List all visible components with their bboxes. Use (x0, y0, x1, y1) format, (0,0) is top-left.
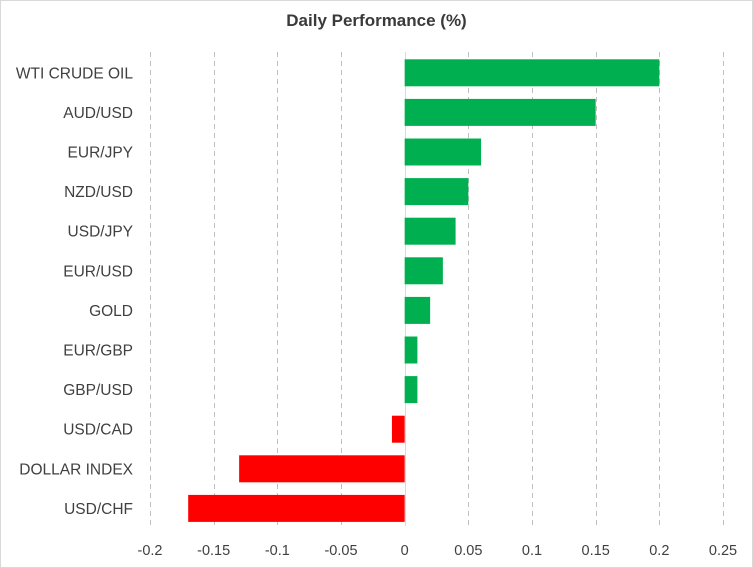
x-tick-label: -0.15 (197, 543, 230, 559)
x-tick-label: 0.05 (454, 543, 482, 559)
x-tick-label: 0.15 (582, 543, 610, 559)
bar (188, 494, 405, 522)
bar (404, 138, 482, 166)
x-tick-labels: -0.2 -0.15 -0.1 -0.05 0 0.05 0.1 0.15 0.2 0.25 (138, 543, 738, 559)
bar (404, 217, 456, 245)
chart-title: Daily Performance (%) (286, 11, 467, 30)
category-label: USD/CAD (63, 422, 133, 439)
category-label: DOLLAR INDEX (19, 461, 133, 478)
category-label: USD/CHF (64, 501, 133, 518)
bar (404, 336, 418, 364)
bar (404, 376, 418, 404)
category-label: GBP/USD (63, 382, 133, 399)
category-label: USD/JPY (68, 224, 133, 241)
category-label: NZD/USD (64, 184, 133, 201)
bar (404, 296, 431, 324)
x-tick-label: 0.2 (649, 543, 669, 559)
category-label: EUR/GBP (63, 343, 133, 360)
x-tick-label: -0.2 (138, 543, 163, 559)
x-tick-label: 0 (401, 543, 409, 559)
category-label: EUR/JPY (68, 145, 133, 162)
bar (404, 59, 660, 87)
category-label: WTI CRUDE OIL (16, 65, 133, 82)
category-labels: WTI CRUDE OIL AUD/USD EUR/JPY NZD/USD USD/JP… (16, 65, 134, 518)
bars (188, 59, 660, 522)
x-tick-label: -0.05 (324, 543, 357, 559)
bar (404, 257, 443, 285)
gridlines (150, 52, 724, 526)
bar (239, 455, 405, 483)
x-tick-label: -0.1 (265, 543, 290, 559)
x-tick-label: 0.25 (709, 543, 737, 559)
category-label: EUR/USD (63, 263, 133, 280)
x-tick-label: 0.1 (522, 543, 542, 559)
bar (391, 415, 405, 443)
category-label: AUD/USD (63, 105, 133, 122)
bar (404, 178, 469, 206)
bar (404, 98, 596, 126)
category-label: GOLD (89, 303, 133, 320)
